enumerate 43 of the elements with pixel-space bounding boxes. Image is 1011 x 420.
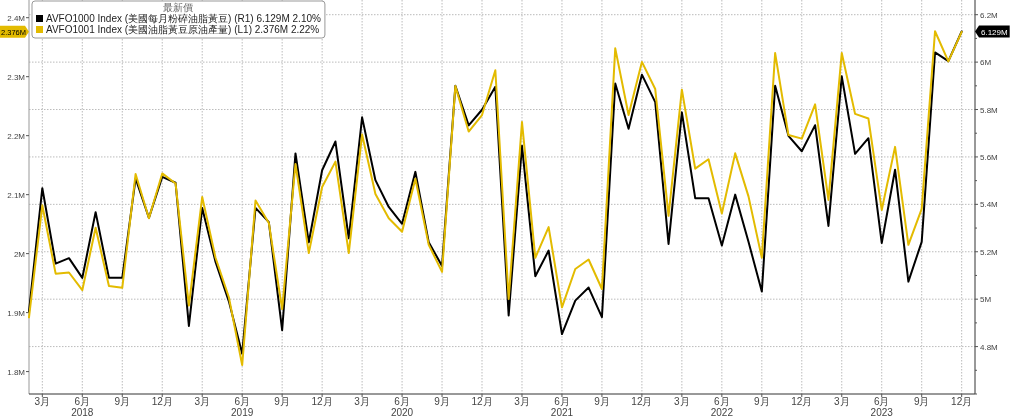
y-tick-label: 2.3M bbox=[7, 72, 26, 82]
legend-label: AVFO1000 Index (美國每月粉碎油脂黃豆) (R1) 6.129M 2.10% bbox=[46, 13, 322, 24]
x-tick-label: 6月 2023 bbox=[870, 396, 894, 418]
x-tick-label: 12月 bbox=[471, 396, 493, 407]
x-tick-label: 9月 bbox=[274, 396, 290, 407]
x-tick-label: 12月 bbox=[791, 396, 813, 407]
y-tick-label: 1.9M bbox=[7, 308, 26, 318]
legend-label: AVFO1001 Index (美國油脂黃豆原油產量) (L1) 2.376M 2.22% bbox=[46, 24, 320, 35]
y2-tick-label: 5.4M bbox=[980, 200, 999, 210]
x-tick-label: 9月 bbox=[114, 396, 131, 407]
x-tick-label: 3月 bbox=[194, 396, 210, 407]
x-tick-label: 3月 bbox=[354, 396, 370, 407]
text: 6.129M bbox=[981, 27, 1009, 37]
x-tick-label: 6月 2022 bbox=[710, 396, 734, 418]
x-tick-label: 12月 bbox=[311, 396, 333, 407]
y2-tick-label: 6.2M bbox=[980, 10, 999, 20]
y2-tick-label: 4.8M bbox=[980, 342, 999, 352]
y2-tick-label: 5.6M bbox=[980, 152, 999, 162]
x-tick-label: 3月 bbox=[34, 396, 51, 407]
x-tick-label: 6月 2018 bbox=[71, 396, 94, 418]
y2-tick-label: 6M bbox=[980, 58, 992, 68]
legend-title: 最新價 bbox=[163, 2, 194, 13]
x-tick-label: 12月 bbox=[631, 396, 653, 407]
x-tick-label: 3月 bbox=[674, 396, 690, 407]
x-tick-label: 9月 bbox=[434, 396, 450, 407]
y-tick-label: 2.2M bbox=[7, 131, 26, 141]
x-tick-label: 3月 bbox=[514, 396, 530, 407]
y-tick-label: 2M bbox=[13, 249, 26, 259]
x-tick-label: 9月 bbox=[913, 396, 930, 407]
x-tick-label: 3月 bbox=[833, 396, 850, 407]
x-tick-label: 6月 2019 bbox=[231, 396, 254, 418]
x-tick-label: 9月 bbox=[754, 396, 770, 407]
x-tick-label: 12月 bbox=[951, 396, 973, 407]
x-tick-label: 12月 bbox=[151, 396, 173, 407]
y2-tick-label: 5.8M bbox=[980, 105, 999, 115]
x-tick-label: 6月 2021 bbox=[550, 396, 574, 418]
x-tick-label: 6月 2020 bbox=[390, 396, 414, 418]
y-tick-label: 2.1M bbox=[7, 190, 26, 200]
y2-tick-label: 5.2M bbox=[980, 247, 999, 257]
y-tick-label: 2.4M bbox=[7, 13, 26, 23]
y-tick-label: 1.8M bbox=[7, 367, 26, 377]
y2-tick-label: 5M bbox=[980, 295, 992, 305]
x-tick-label: 9月 bbox=[594, 396, 610, 407]
